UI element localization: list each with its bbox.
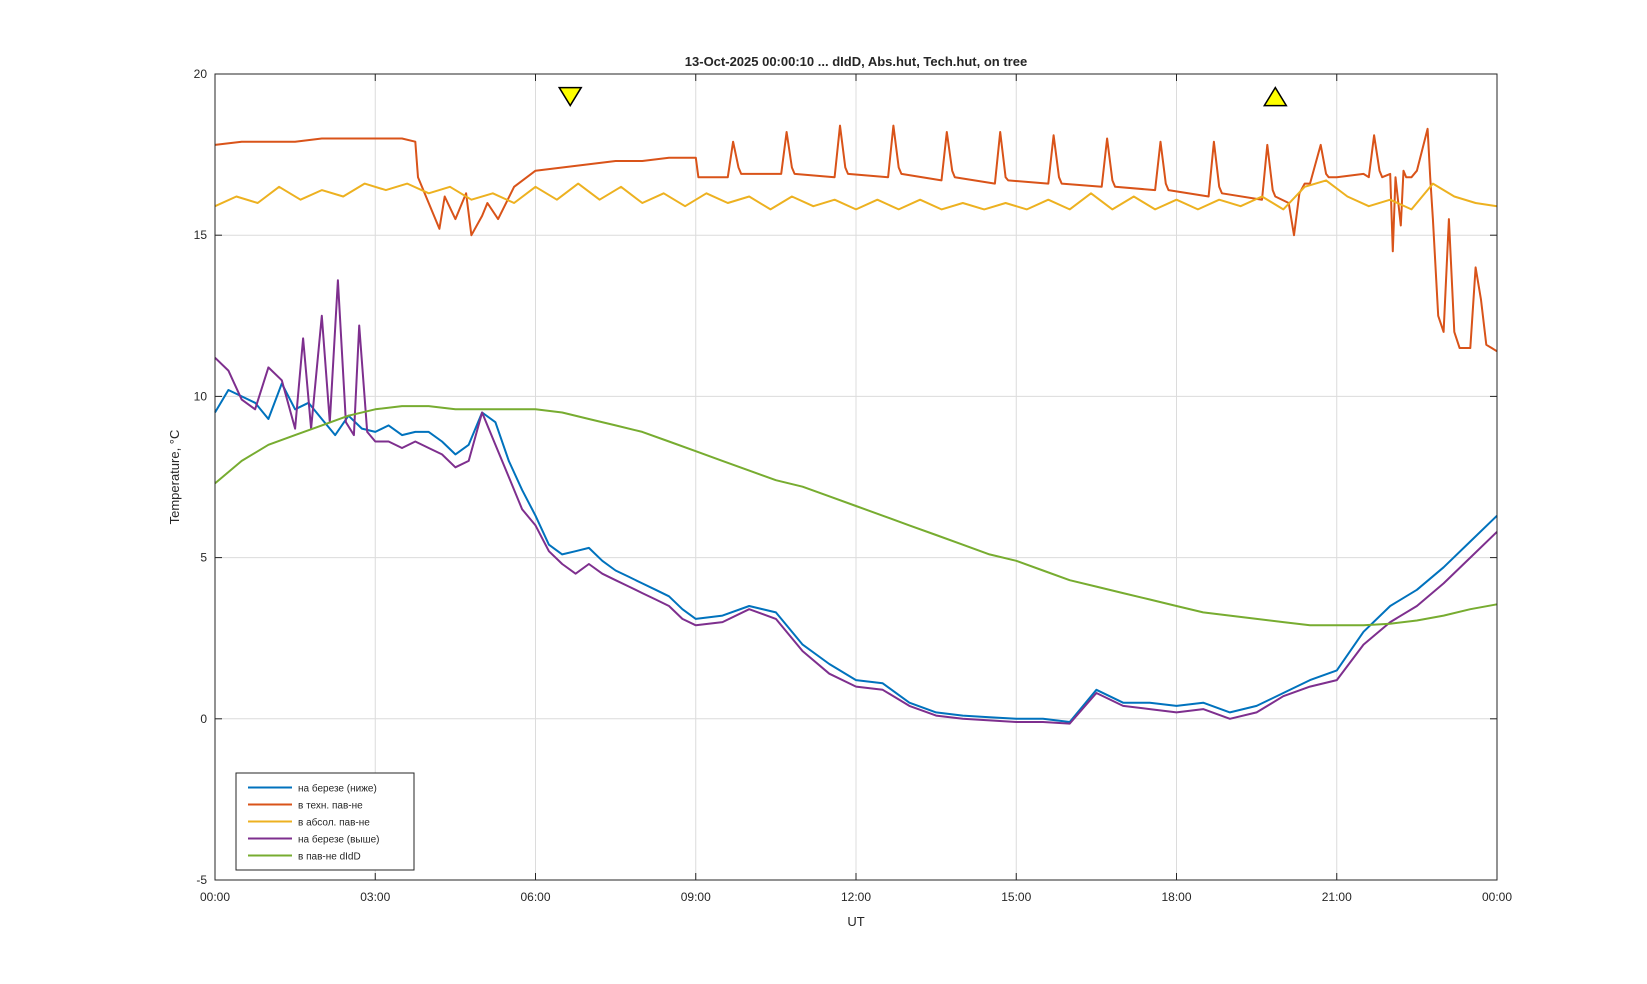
markers <box>557 86 1288 108</box>
y-tick-label: 20 <box>194 67 208 81</box>
y-tick-label: 15 <box>194 228 208 242</box>
x-tick-label: 12:00 <box>841 890 871 904</box>
x-tick-label: 06:00 <box>520 890 550 904</box>
series-layer <box>214 124 1498 725</box>
x-tick-label: 00:00 <box>200 890 230 904</box>
legend-label: в абсол. пав-не <box>298 817 370 829</box>
series-line-1 <box>214 382 1498 723</box>
grid <box>215 74 1497 880</box>
y-tick-label: -5 <box>196 873 207 887</box>
x-tick-label: 03:00 <box>360 890 390 904</box>
x-tick-label: 00:00 <box>1482 890 1512 904</box>
y-tick-label: 10 <box>194 389 208 403</box>
y-tick-label: 0 <box>200 712 207 726</box>
legend-label: в техн. пав-не <box>298 801 363 812</box>
legend-label: на березе (выше) <box>298 834 380 846</box>
y-axis-label: Temperature, °C <box>167 430 182 525</box>
series-line-5 <box>214 405 1498 627</box>
x-tick-label: 18:00 <box>1161 890 1191 904</box>
series-line-4 <box>214 279 1498 725</box>
y-tick-label: 5 <box>200 551 207 565</box>
x-tick-label: 09:00 <box>681 890 711 904</box>
x-axis-label: UT <box>847 914 864 929</box>
triangle-up-marker <box>1262 86 1288 107</box>
chart-title: 13-Oct-2025 00:00:10 ... dIdD, Abs.hut, … <box>685 54 1027 69</box>
x-tick-label: 15:00 <box>1001 890 1031 904</box>
series-line-2 <box>214 124 1498 353</box>
legend-label: в пав-не dIdD <box>298 852 361 863</box>
ticks: 00:00 03:00 06:00 09:00 12:00 15:00 18:00 21:00… <box>194 67 1513 904</box>
legend-label: на березе (ниже) <box>298 783 377 795</box>
triangle-down-marker <box>557 86 583 108</box>
series-line-3 <box>214 179 1498 211</box>
x-tick-label: 21:00 <box>1322 890 1352 904</box>
legend: на березе (ниже) в техн. пав-не в абсол. п… <box>235 772 415 871</box>
